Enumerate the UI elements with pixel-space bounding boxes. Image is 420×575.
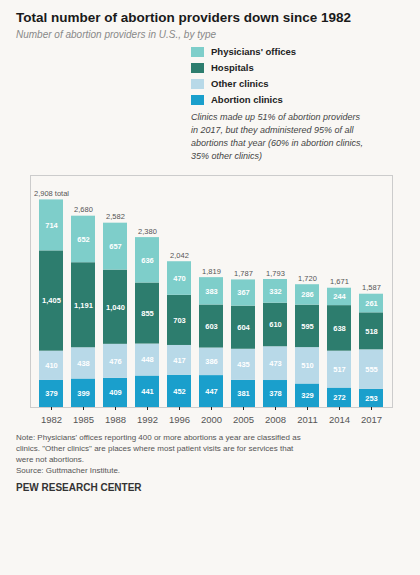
svg-text:1982: 1982: [41, 414, 62, 425]
svg-text:2000: 2000: [201, 414, 222, 425]
svg-text:1,587: 1,587: [362, 283, 381, 292]
svg-text:244: 244: [333, 293, 346, 302]
svg-text:595: 595: [301, 322, 314, 331]
svg-text:1,671: 1,671: [330, 277, 349, 286]
svg-text:517: 517: [333, 365, 346, 374]
svg-text:378: 378: [269, 390, 282, 399]
svg-text:470: 470: [173, 274, 186, 283]
svg-text:399: 399: [77, 389, 90, 398]
svg-text:610: 610: [269, 321, 282, 330]
svg-text:1,720: 1,720: [298, 274, 317, 283]
svg-text:1988: 1988: [105, 414, 126, 425]
svg-text:2,908 total: 2,908 total: [34, 189, 69, 198]
svg-text:2,680: 2,680: [74, 205, 93, 214]
svg-text:367: 367: [237, 289, 250, 298]
svg-text:518: 518: [365, 327, 378, 336]
svg-text:452: 452: [173, 387, 186, 396]
svg-text:381: 381: [237, 389, 250, 398]
svg-text:1992: 1992: [137, 414, 158, 425]
svg-text:441: 441: [141, 387, 154, 396]
svg-text:253: 253: [365, 394, 378, 403]
html-text:PEW RESEARCH CENTER: PEW RESEARCH CENTER: [16, 482, 142, 494]
svg-text:286: 286: [301, 291, 314, 300]
svg-text:2017: 2017: [361, 414, 382, 425]
svg-text:435: 435: [237, 360, 250, 369]
svg-text:438: 438: [77, 359, 90, 368]
svg-text:636: 636: [141, 256, 154, 265]
svg-text:409: 409: [109, 388, 122, 397]
svg-text:855: 855: [141, 309, 154, 318]
svg-text:652: 652: [77, 235, 90, 244]
svg-text:2,380: 2,380: [138, 227, 157, 236]
svg-text:657: 657: [109, 242, 122, 251]
svg-text:1985: 1985: [73, 414, 94, 425]
svg-text:2011: 2011: [297, 414, 317, 425]
svg-text:1996: 1996: [169, 414, 190, 425]
svg-text:329: 329: [301, 391, 314, 400]
html-text:Other clinics: Other clinics: [211, 78, 269, 89]
svg-text:1,793: 1,793: [266, 269, 285, 278]
svg-text:2005: 2005: [233, 414, 254, 425]
svg-text:703: 703: [173, 316, 186, 325]
svg-text:448: 448: [141, 356, 154, 365]
html-text:Note: Physicians' offices repo: Note: Physicians' offices reporting 400 …: [16, 433, 301, 475]
svg-text:1,405: 1,405: [42, 297, 61, 306]
svg-text:603: 603: [205, 322, 218, 331]
svg-text:2,582: 2,582: [106, 212, 125, 221]
svg-text:476: 476: [109, 357, 122, 366]
svg-text:1,191: 1,191: [74, 301, 93, 310]
svg-text:447: 447: [205, 387, 218, 396]
svg-text:555: 555: [365, 365, 378, 374]
html-text:Total number of abortion provi: Total number of abortion providers down …: [16, 10, 352, 25]
html-text:Hospitals: Hospitals: [211, 62, 254, 73]
svg-text:473: 473: [269, 359, 282, 368]
svg-text:410: 410: [45, 361, 58, 370]
svg-text:272: 272: [333, 393, 346, 402]
html-text:Physicians' offices: Physicians' offices: [211, 46, 297, 57]
svg-text:1,787: 1,787: [234, 269, 253, 278]
svg-text:383: 383: [205, 287, 218, 296]
svg-text:638: 638: [333, 324, 346, 333]
svg-text:1,819: 1,819: [202, 267, 221, 276]
html-text:Number of abortion providers i: Number of abortion providers in U.S., by…: [16, 29, 217, 40]
svg-text:714: 714: [45, 221, 58, 230]
svg-text:379: 379: [45, 390, 58, 399]
html-text:Clinics made up 51% of abortio: Clinics made up 51% of abortion provider…: [191, 112, 364, 162]
svg-text:2,042: 2,042: [170, 251, 189, 260]
svg-text:510: 510: [301, 361, 314, 370]
svg-text:1,040: 1,040: [106, 303, 125, 312]
html-text:Abortion clinics: Abortion clinics: [211, 94, 283, 105]
svg-text:332: 332: [269, 287, 282, 296]
svg-text:417: 417: [173, 356, 186, 365]
svg-text:604: 604: [237, 323, 250, 332]
svg-text:2008: 2008: [265, 414, 286, 425]
svg-text:2014: 2014: [329, 414, 350, 425]
svg-text:386: 386: [205, 357, 218, 366]
svg-text:261: 261: [365, 299, 378, 308]
